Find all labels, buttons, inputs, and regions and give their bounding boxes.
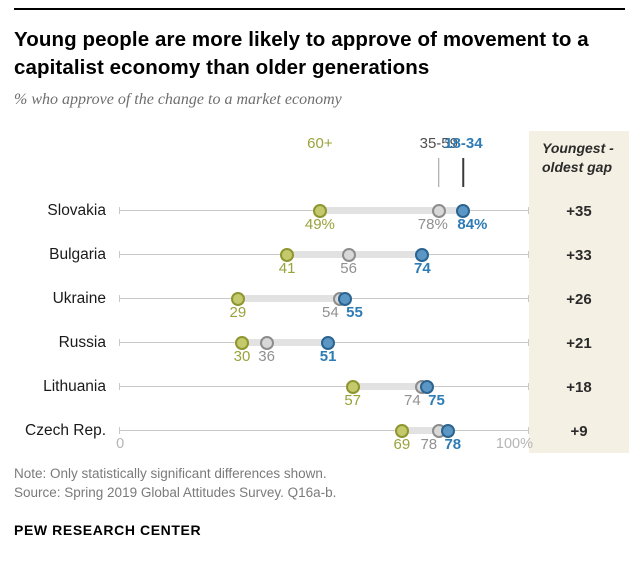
dot-mid	[431, 203, 446, 218]
value-label-mid: 56	[340, 260, 357, 278]
brand-footer: PEW RESEARCH CENTER	[14, 521, 202, 538]
gap-value: +33	[529, 233, 629, 278]
value-label-mid: 78	[420, 436, 438, 454]
gap-value: +18	[529, 365, 629, 410]
dot-young	[321, 335, 336, 350]
country-label: Russia	[58, 334, 106, 352]
leader-line-young	[462, 158, 465, 188]
dot-young	[456, 203, 471, 218]
dot-old	[345, 379, 360, 394]
value-label-mid: 54	[322, 304, 339, 322]
row-plot: 69 78 78 0 100%	[116, 409, 533, 454]
dot-young	[419, 379, 434, 394]
value-label-mid: 74	[404, 392, 421, 410]
gap-value: +21	[529, 321, 629, 366]
gap-value: +35	[529, 189, 629, 234]
footnotes: Note: Only statistically significant dif…	[14, 465, 629, 501]
value-label-young: 78	[444, 436, 462, 454]
row-plot: 57 74 75	[119, 365, 529, 409]
chart-row: Czech Rep. 69 78 78 0 100% +9	[14, 409, 629, 454]
leader-line-mid	[438, 158, 440, 188]
axis-max-label: 100%	[495, 436, 533, 453]
chart-row: Slovakia 49% 78% 84% +35	[14, 189, 629, 234]
chart-rows: Slovakia 49% 78% 84% +35 Bulgaria 41 56 74 +33 Ukr…	[14, 189, 629, 454]
dot-old	[312, 203, 327, 218]
range-connector	[401, 427, 439, 435]
country-label: Slovakia	[47, 202, 106, 220]
row-plot: 29 54 55	[119, 277, 529, 321]
value-label-old: 57	[344, 392, 362, 410]
chart-row: Bulgaria 41 56 74 +33	[14, 233, 629, 278]
row-plot: 41 56 74	[119, 233, 529, 277]
dot-mid	[259, 335, 274, 350]
dot-old	[280, 247, 295, 262]
gap-header-line1: Youngest -	[542, 140, 614, 157]
range-connector	[237, 295, 345, 303]
top-rule	[14, 8, 625, 10]
value-label-old: 30	[233, 348, 251, 366]
gap-value: +9	[529, 409, 629, 454]
value-label-young: 55	[346, 304, 363, 322]
value-label-old: 41	[278, 260, 296, 278]
dot-young	[415, 247, 430, 262]
range-connector	[319, 207, 464, 215]
value-label-young: 51	[319, 348, 337, 366]
dot-young	[337, 291, 352, 306]
row-plot: 30 36 51	[119, 321, 529, 365]
header-spacer	[14, 131, 119, 189]
dot-mid	[341, 247, 356, 262]
country-label: Lithuania	[43, 378, 106, 396]
chart-title: Young people are more likely to approve …	[14, 28, 589, 79]
value-label-young: 74	[414, 260, 431, 278]
value-label-old: 29	[229, 304, 247, 322]
chart-header-row: 60+ 35-59 18-34 Youngest - oldest gap	[14, 131, 629, 190]
value-label-young: 75	[428, 392, 445, 410]
axis-line	[119, 427, 529, 435]
note-text: Note: Only statistically significant dif…	[14, 466, 327, 482]
chart-row: Russia 30 36 51 +21	[14, 321, 629, 366]
chart-row: Ukraine 29 54 55 +26	[14, 277, 629, 322]
dot-plot-chart: 60+ 35-59 18-34 Youngest - oldest gap Slov…	[14, 131, 629, 454]
country-label: Ukraine	[52, 290, 106, 308]
group-label-young: 18-34	[444, 135, 483, 153]
value-label-mid: 36	[258, 348, 275, 366]
source-text: Source: Spring 2019 Global Attitudes Sur…	[14, 484, 337, 500]
value-label-young: 84%	[457, 216, 488, 234]
group-labels-area: 60+ 35-59 18-34	[119, 131, 529, 189]
chart-subtitle: % who approve of the change to a market …	[14, 91, 342, 109]
gap-header-line2: oldest gap	[542, 158, 613, 175]
dot-old	[235, 335, 249, 350]
range-connector	[352, 383, 427, 391]
value-label-old: 69	[393, 436, 411, 454]
group-label-old: 60+	[307, 135, 333, 153]
group-label-mid: 35-59	[419, 135, 458, 153]
axis-min-label: 0	[116, 436, 125, 453]
gap-column-header: Youngest - oldest gap	[529, 131, 629, 175]
axis-line	[119, 383, 529, 391]
dot-old	[230, 291, 245, 306]
gap-column-header-cell: Youngest - oldest gap	[529, 131, 629, 190]
gap-value: +26	[529, 277, 629, 322]
value-label-old: 49%	[304, 216, 335, 234]
dot-young	[440, 423, 455, 438]
country-label: Czech Rep.	[25, 422, 106, 440]
range-connector	[242, 339, 329, 347]
country-label: Bulgaria	[49, 246, 106, 264]
value-label-mid: 78%	[417, 216, 448, 234]
chart-row: Lithuania 57 74 75 +18	[14, 365, 629, 410]
row-plot: 49% 78% 84%	[119, 189, 529, 233]
dot-old	[394, 423, 409, 438]
